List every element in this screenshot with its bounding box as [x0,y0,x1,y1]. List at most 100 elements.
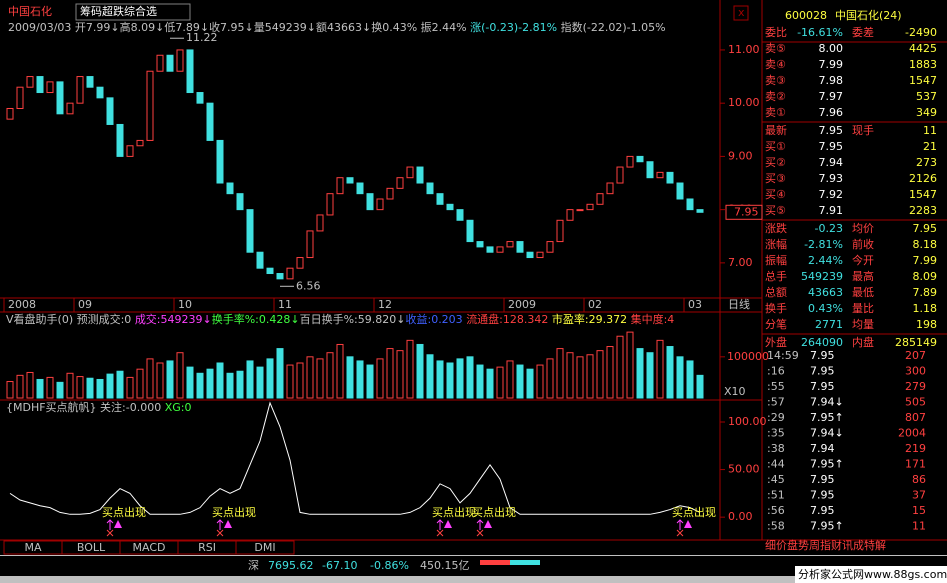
signal-cross [676,529,684,537]
candle [696,209,704,213]
signal-arrow [436,519,444,530]
tick-time: :16 [767,365,785,378]
row-label: 卖③ [765,74,786,87]
volume-bar [176,352,184,399]
segment: V看盘助手(0) 预测成交:0 [6,312,135,326]
segment: 流通盘:128.342 [466,312,552,326]
row-label-2: 均量 [852,318,874,331]
volume-bar [126,376,134,399]
tick-volume: 86 [912,473,926,486]
tab-label[interactable]: MACD [133,541,166,554]
tick-volume: 11 [912,520,926,533]
row-label: 买① [765,140,786,153]
tick-volume: 207 [905,349,926,362]
tool-box[interactable] [75,3,191,21]
candle [256,251,264,269]
volume-bar [306,356,314,399]
tick-volume: 2004 [898,427,926,440]
quote-line: 2009/03/03 开7.99↓高8.09↓低7.89↓收7.95↓量5492… [8,20,666,34]
tick-volume: 807 [905,411,926,424]
volume-bar [136,368,144,399]
tab-label[interactable]: BOLL [77,541,106,554]
row-value-2: 349 [916,106,937,119]
tick-volume: 505 [905,396,926,409]
tab[interactable] [235,540,295,555]
volume-bar [386,348,394,399]
candle [146,70,154,141]
tick-volume: 279 [905,380,926,393]
signal-label: 买点出现 [432,505,476,519]
row-label: 分笔 [765,317,787,331]
candle [536,251,544,259]
tool-name[interactable]: 筹码超跌综合选 [80,4,157,18]
candle [546,241,554,253]
row-value-2: 7.95 [913,222,938,235]
row-value: 7.96 [819,106,844,119]
row-value-2: 4425 [909,42,937,55]
volume-bar [106,373,114,399]
row-label-2: 内盘 [852,335,874,349]
candle [46,81,54,94]
period: 日线 [728,297,750,311]
row-value-2: -2490 [905,26,937,39]
tick-price: 7.95 [810,349,835,362]
candle [56,81,64,115]
row-label-2: 委差 [852,25,874,39]
candle [486,246,494,253]
row-value-2: 2126 [909,172,937,185]
close-x[interactable]: x [738,6,745,19]
row-value-2: 21 [923,140,937,153]
volume-bar [406,339,414,399]
xg: XG:0 [165,401,192,414]
segment: 额43663↓ [316,21,371,34]
volume-bar [46,376,54,399]
date-label: 2009 [508,298,536,311]
segment: 成交:549239↓ [135,312,212,326]
segment: 百日换手%:59.820↓ [300,312,406,326]
volume-bar [596,350,604,399]
row-value: 7.99 [819,58,844,71]
candle [446,203,454,211]
candle [676,182,684,200]
volume-bar [536,364,544,399]
row-value-2: 1883 [909,58,937,71]
volume-bar [146,358,154,399]
last-price: 7.95 [734,205,759,218]
row-value: -16.61% [797,26,843,39]
candle [346,177,354,184]
volume-bar [156,362,164,399]
row-label: 涨幅 [765,238,787,251]
candle [556,219,564,243]
candle [296,257,304,269]
row-value-2: 1547 [909,74,937,87]
tick-time: :57 [767,396,785,409]
row-label: 卖⑤ [765,42,786,55]
candle [686,198,694,211]
close-button[interactable] [733,5,749,21]
volume-bar [186,366,194,399]
volume-bar [6,381,14,399]
segment: 收益:0.203 [405,312,466,326]
tick-price: 7.95 [810,504,835,517]
site-box [795,566,947,583]
volume-bar [276,348,284,399]
indicator-line [9,401,701,515]
row-value-2: 537 [916,90,937,103]
row-label-2: 最高 [852,269,874,283]
tick-time: :58 [767,520,785,533]
tab-label[interactable]: MA [24,541,41,554]
row-value: -2.81% [804,238,843,251]
row-value: 549239 [801,270,843,283]
candle [626,155,634,168]
tab-label[interactable]: DMI [254,541,275,554]
signal-triangle [224,520,232,528]
signal-label: 买点出现 [212,505,256,519]
candle [86,76,94,88]
panel-menu[interactable]: 细价盘势周指财讯成特解 [765,538,886,552]
volume-bar [666,346,674,399]
row-label: 委比 [765,26,787,39]
tab-label[interactable]: RSI [198,541,216,554]
signal-cross [216,529,224,537]
candle [126,145,134,157]
